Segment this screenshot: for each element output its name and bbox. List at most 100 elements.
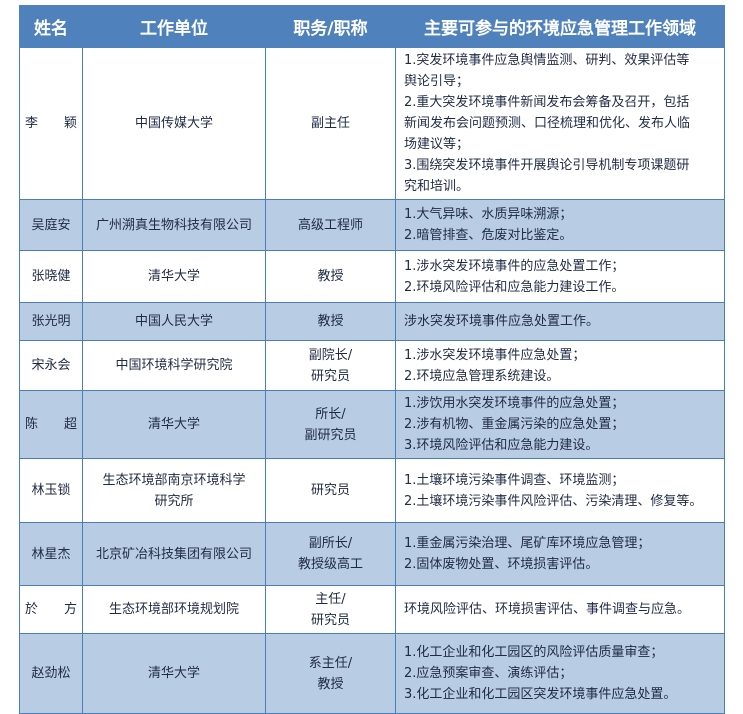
table-row: 宋永会 中国环境科学研究院 副院长/研究员 1.涉水突发环境事件应急处置； 2.环境应急… [19,340,725,391]
cell-title: 研究员 [265,458,396,523]
cell-areas: 1.重金属污染治理、尾矿库环境应急管理； 2.固体废物处置、环境损害评估。 [395,522,725,586]
cell-title: 高级工程师 [265,199,396,251]
cell-title: 所长/副研究员 [265,390,396,459]
cell-name: 於 方 [19,585,83,634]
cell-areas-line: 1.涉饮用水突发环境事件的应急处置； [404,396,625,411]
cell-title-line: 教授级高工 [297,557,363,572]
cell-areas-line: 环境风险评估、环境损害评估、事件调查与应急。 [404,602,691,617]
cell-unit-line: 北京矿冶科技集团有限公司 [95,546,252,562]
cell-unit: 北京矿冶科技集团有限公司 [82,522,266,586]
cell-title-line: 研究员 [310,483,350,498]
cell-title-line: 研究员 [310,368,350,384]
cell-title-line: 所长/ [315,406,346,422]
cell-areas-line: 2.固体废物处置、环境损害评估。 [404,557,599,572]
cell-title-line: 研究员 [310,612,350,628]
cell-areas-line: 1.大气异味、水质异味溯源； [404,207,573,222]
cell-areas-line: 2.环境应急管理系统建设。 [404,368,560,384]
cell-unit-line: 生态环境部南京环境科学 [102,472,246,488]
cell-areas-line: 1.土壤环境污染事件调查、环境监测； [404,472,625,488]
cell-unit: 广州溯真生物科技有限公司 [82,199,266,251]
cell-areas: 1.涉饮用水突发环境事件的应急处置； 2.涉有机物、重金属污染的应急处置； 3.环境… [395,390,725,459]
header-title: 职务/职称 [265,5,396,48]
cell-areas-line: 舆论引导； [404,74,470,89]
cell-name: 张光明 [19,302,83,341]
cell-unit-line: 中国传媒大学 [134,116,213,131]
cell-title: 主任/研究员 [265,585,396,634]
cell-unit-line: 广州溯真生物科技有限公司 [95,217,252,233]
header-unit: 工作单位 [82,5,266,48]
cell-unit: 生态环境部环境规划院 [82,585,266,634]
header-name: 姓名 [19,5,83,48]
cell-areas-line: 1.涉水突发环境事件应急处置； [404,347,586,363]
cell-areas-line: 1.涉水突发环境事件的应急处置工作； [404,258,625,274]
table-row: 林玉锁 生态环境部南京环境科学 研究所 研究员 1.土壤环境污染事件调查、环境监测； 2.… [19,458,725,523]
cell-areas-line: 1.突发环境事件应急舆情监测、研判、效果评估等 [404,53,690,68]
cell-areas-line: 新闻发布会问题预测、口径梳理和优化、发布人临 [404,116,691,131]
header-areas: 主要可参与的环境应急管理工作领域 [395,5,725,48]
cell-areas: 1.大气异味、水质异味溯源； 2.暗管排查、危废对比鉴定。 [395,199,725,251]
cell-areas-line: 2.暗管排查、危废对比鉴定。 [404,228,573,243]
cell-areas-line: 2.涉有机物、重金属污染的应急处置； [404,417,625,432]
cell-unit-line: 清华大学 [147,666,200,681]
cell-areas-line: 2.重大突发环境事件新闻发布会筹备及召开，包括 [404,95,690,110]
cell-title: 系主任/教授 [265,633,396,714]
cell-name: 赵劲松 [19,633,83,714]
cell-unit-line: 中国人民大学 [134,314,213,329]
cell-unit-line: 研究所 [154,493,194,509]
cell-name: 张晓健 [19,250,83,303]
cell-title-line: 副研究员 [304,427,357,443]
cell-areas: 1.突发环境事件应急舆情监测、研判、效果评估等 舆论引导； 2.重大突发环境事件新闻… [395,47,725,200]
cell-name: 林玉锁 [19,458,83,523]
cell-areas: 1.涉水突发环境事件的应急处置工作； 2.环境风险评估和应急能力建设工作。 [395,250,725,303]
cell-unit: 中国传媒大学 [82,47,266,200]
table-row: 赵劲松 清华大学 系主任/教授 1.化工企业和化工园区的风险评估质量审查； 2.应急预案… [19,633,725,714]
cell-title-line: 副院长/ [308,347,353,363]
cell-areas: 环境风险评估、环境损害评估、事件调查与应急。 [395,585,725,634]
cell-title-line: 主任/ [315,591,346,607]
cell-unit: 中国环境科学研究院 [82,340,266,391]
cell-name: 李 颖 [19,47,83,200]
cell-areas-line: 2.土壤环境污染事件风险评估、污染清理、修复等。 [404,493,703,509]
cell-name: 宋永会 [19,340,83,391]
cell-areas: 1.涉水突发环境事件应急处置； 2.环境应急管理系统建设。 [395,340,725,391]
cell-title-line: 教授 [317,314,344,329]
cell-title-line: 教授 [317,269,344,284]
cell-unit-line: 清华大学 [147,417,200,432]
cell-title: 教授 [265,302,396,341]
cell-title-line: 系主任/ [308,655,353,671]
cell-unit: 清华大学 [82,390,266,459]
cell-areas-line: 1.化工企业和化工园区的风险评估质量审查； [404,645,664,660]
cell-title: 副所长/教授级高工 [265,522,396,586]
cell-unit-line: 生态环境部环境规划院 [108,602,239,617]
cell-unit-line: 中国环境科学研究院 [115,358,233,373]
cell-title-line: 副所长/ [308,536,353,551]
cell-areas-line: 究和培训。 [404,179,470,194]
table-row: 林星杰 北京矿冶科技集团有限公司 副所长/教授级高工 1.重金属污染治理、尾矿库环境应… [19,522,725,586]
cell-name: 吴庭安 [19,199,83,251]
cell-title-line: 副主任 [310,116,350,131]
expert-table: 姓名 工作单位 职务/职称 主要可参与的环境应急管理工作领域 李 颖 中国传媒大学… [19,5,725,714]
cell-areas-line: 涉水突发环境事件应急处置工作。 [404,314,600,329]
table-row: 於 方生态环境部环境规划院 主任/研究员 环境风险评估、环境损害评估、事件调查与应急… [19,585,725,634]
cell-unit: 清华大学 [82,633,266,714]
cell-areas: 涉水突发环境事件应急处置工作。 [395,302,725,341]
table-row: 陈 超 清华大学 所长/副研究员 1.涉饮用水突发环境事件的应急处置； 2.涉有机物、重… [19,390,725,459]
cell-name: 林星杰 [19,522,83,586]
cell-unit: 中国人民大学 [82,302,266,341]
cell-title: 副院长/研究员 [265,340,396,391]
cell-areas: 1.土壤环境污染事件调查、环境监测； 2.土壤环境污染事件风险评估、污染清理、修复… [395,458,725,523]
table-header: 姓名 工作单位 职务/职称 主要可参与的环境应急管理工作领域 [19,5,725,48]
table-row: 张晓健 清华大学 教授 1.涉水突发环境事件的应急处置工作； 2.环境风险评估和应急能力… [19,250,725,303]
cell-unit-line: 清华大学 [147,269,200,284]
cell-areas-line: 3.化工企业和化工园区突发环境事件应急处置。 [404,687,677,702]
table-row: 吴庭安 广州溯真生物科技有限公司 高级工程师 1.大气异味、水质异味溯源； 2.暗管排查… [19,199,725,251]
cell-areas: 1.化工企业和化工园区的风险评估质量审查； 2.应急预案审查、演练评估； 3.化工企… [395,633,725,714]
table-row: 李 颖 中国传媒大学 副主任 1.突发环境事件应急舆情监测、研判、效果评估等 舆论引导；… [19,47,725,200]
cell-areas-line: 2.应急预案审查、演练评估； [404,666,573,681]
cell-title-line: 教授 [317,676,344,692]
cell-areas-line: 3.围绕突发环境事件开展舆论引导机制专项课题研 [404,158,690,173]
cell-areas-line: 1.重金属污染治理、尾矿库环境应急管理； [404,536,651,551]
cell-areas-line: 3.环境风险评估和应急能力建设。 [404,438,599,453]
cell-title: 教授 [265,250,396,303]
cell-unit: 清华大学 [82,250,266,303]
